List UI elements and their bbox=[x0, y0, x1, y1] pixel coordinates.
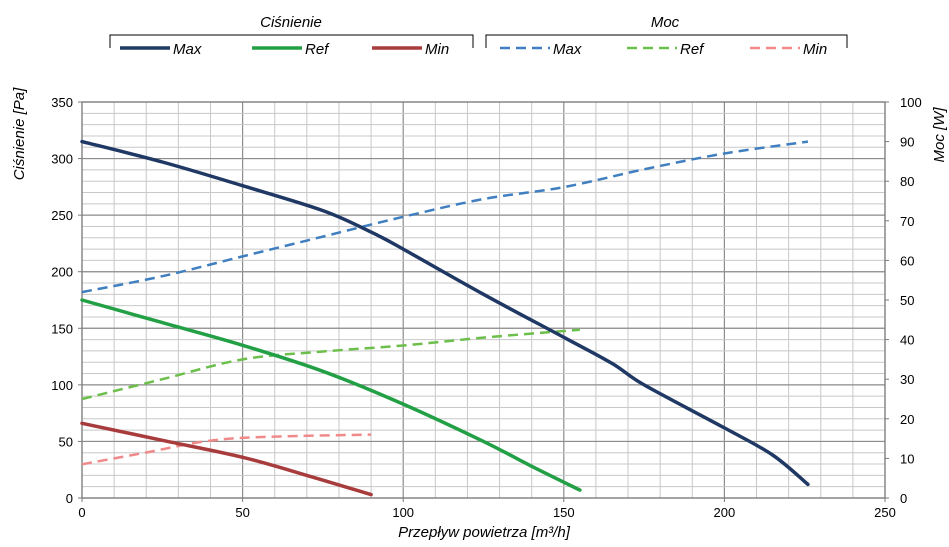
y-right-axis-label: Moc [W] bbox=[931, 107, 948, 163]
legend-bracket bbox=[109, 34, 474, 48]
x-tick-label: 50 bbox=[235, 505, 249, 520]
legend-entry-label: Min bbox=[803, 41, 827, 58]
plot-border bbox=[81, 101, 886, 499]
x-tick-label: 200 bbox=[714, 505, 736, 520]
legend-entry-label: Min bbox=[425, 41, 449, 58]
y-left-tick-label: 150 bbox=[51, 321, 73, 336]
y-right-tick-label: 50 bbox=[900, 293, 914, 308]
y-right-tick-label: 10 bbox=[900, 451, 914, 466]
axes: 0 50 100 150 200 250 0 50 100 150 200 250 300 350 0 10 2… bbox=[51, 95, 921, 520]
y-right-tick-label: 30 bbox=[900, 372, 914, 387]
y-left-tick-label: 250 bbox=[51, 208, 73, 223]
legend-entry-label: Ref bbox=[680, 41, 705, 58]
x-tick-label: 0 bbox=[78, 505, 85, 520]
y-right-tick-label: 60 bbox=[900, 253, 914, 268]
legend-entry-label: Max bbox=[173, 41, 202, 58]
legend-bracket bbox=[485, 34, 848, 48]
series-line-cinienie-min bbox=[80, 421, 373, 497]
legend-group-title-pressure: Ciśnienie bbox=[260, 14, 322, 31]
series-line-cinienie-ref bbox=[80, 298, 582, 492]
series-line-moc-min bbox=[81, 433, 372, 466]
y-right-tick-label: 20 bbox=[900, 412, 914, 427]
legend-entry-label: Max bbox=[553, 41, 582, 58]
y-right-tick-label: 70 bbox=[900, 214, 914, 229]
series-line-cinienie-max bbox=[80, 139, 810, 487]
y-left-tick-label: 0 bbox=[66, 491, 73, 506]
y-left-tick-label: 200 bbox=[51, 265, 73, 280]
x-axis-label: Przepływ powietrza [m³/h] bbox=[398, 524, 571, 541]
x-tick-label: 250 bbox=[874, 505, 896, 520]
legend-entry-label: Ref bbox=[305, 41, 330, 58]
y-left-tick-label: 300 bbox=[51, 152, 73, 167]
y-right-tick-label: 0 bbox=[900, 491, 907, 506]
y-right-tick-label: 40 bbox=[900, 333, 914, 348]
y-left-tick-label: 100 bbox=[51, 378, 73, 393]
y-right-tick-label: 90 bbox=[900, 135, 914, 150]
series-line-moc-max bbox=[81, 140, 809, 294]
y-right-tick-label: 80 bbox=[900, 174, 914, 189]
y-left-tick-label: 50 bbox=[59, 434, 73, 449]
x-tick-label: 100 bbox=[392, 505, 414, 520]
series-line-moc-ref bbox=[81, 328, 581, 401]
series-layer bbox=[80, 139, 810, 497]
grid bbox=[81, 101, 886, 499]
y-left-tick-label: 350 bbox=[51, 95, 73, 110]
y-right-tick-label: 100 bbox=[900, 95, 922, 110]
y-left-axis-label: Ciśnienie [Pa] bbox=[11, 87, 28, 180]
x-tick-label: 150 bbox=[553, 505, 575, 520]
legend-group-title-power: Moc bbox=[651, 14, 680, 31]
legend: Ciśnienie Moc Max Ref Min Max Ref Min bbox=[109, 14, 848, 58]
